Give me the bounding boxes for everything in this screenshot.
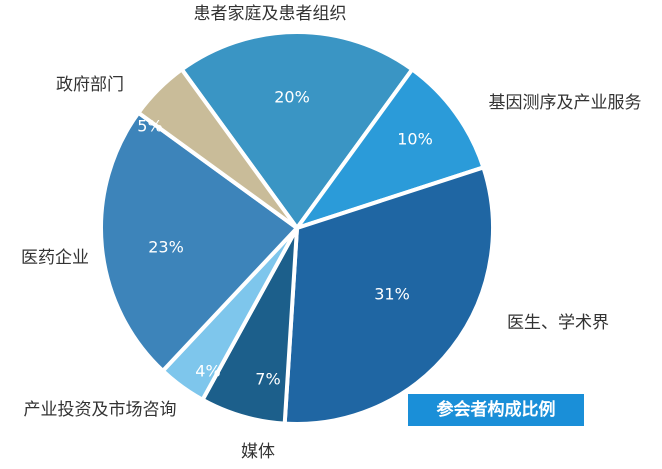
value-label: 20% [274,88,310,107]
value-label: 31% [374,285,410,304]
chart-title: 参会者构成比例 [437,399,556,420]
title-box [408,394,584,426]
category-label: 基因测序及产业服务 [489,93,642,113]
category-label: 产业投资及市场咨询 [24,400,177,420]
pie-slice [99,110,299,373]
value-label: 7% [255,370,280,389]
value-label: 4% [195,362,220,381]
pie-slice [295,67,486,230]
pie-slice [179,30,415,230]
slices [99,30,495,426]
value-label: 23% [148,238,184,257]
pie-slice [282,165,495,426]
value-label: 5% [137,117,162,136]
category-label: 医药企业 [21,248,89,268]
category-label: 媒体 [241,442,275,462]
category-label: 医生、学术界 [507,313,609,333]
value-label: 10% [397,130,433,149]
pie-slice [136,67,299,230]
category-label: 患者家庭及患者组织 [194,4,347,24]
category-label: 政府部门 [56,75,124,95]
